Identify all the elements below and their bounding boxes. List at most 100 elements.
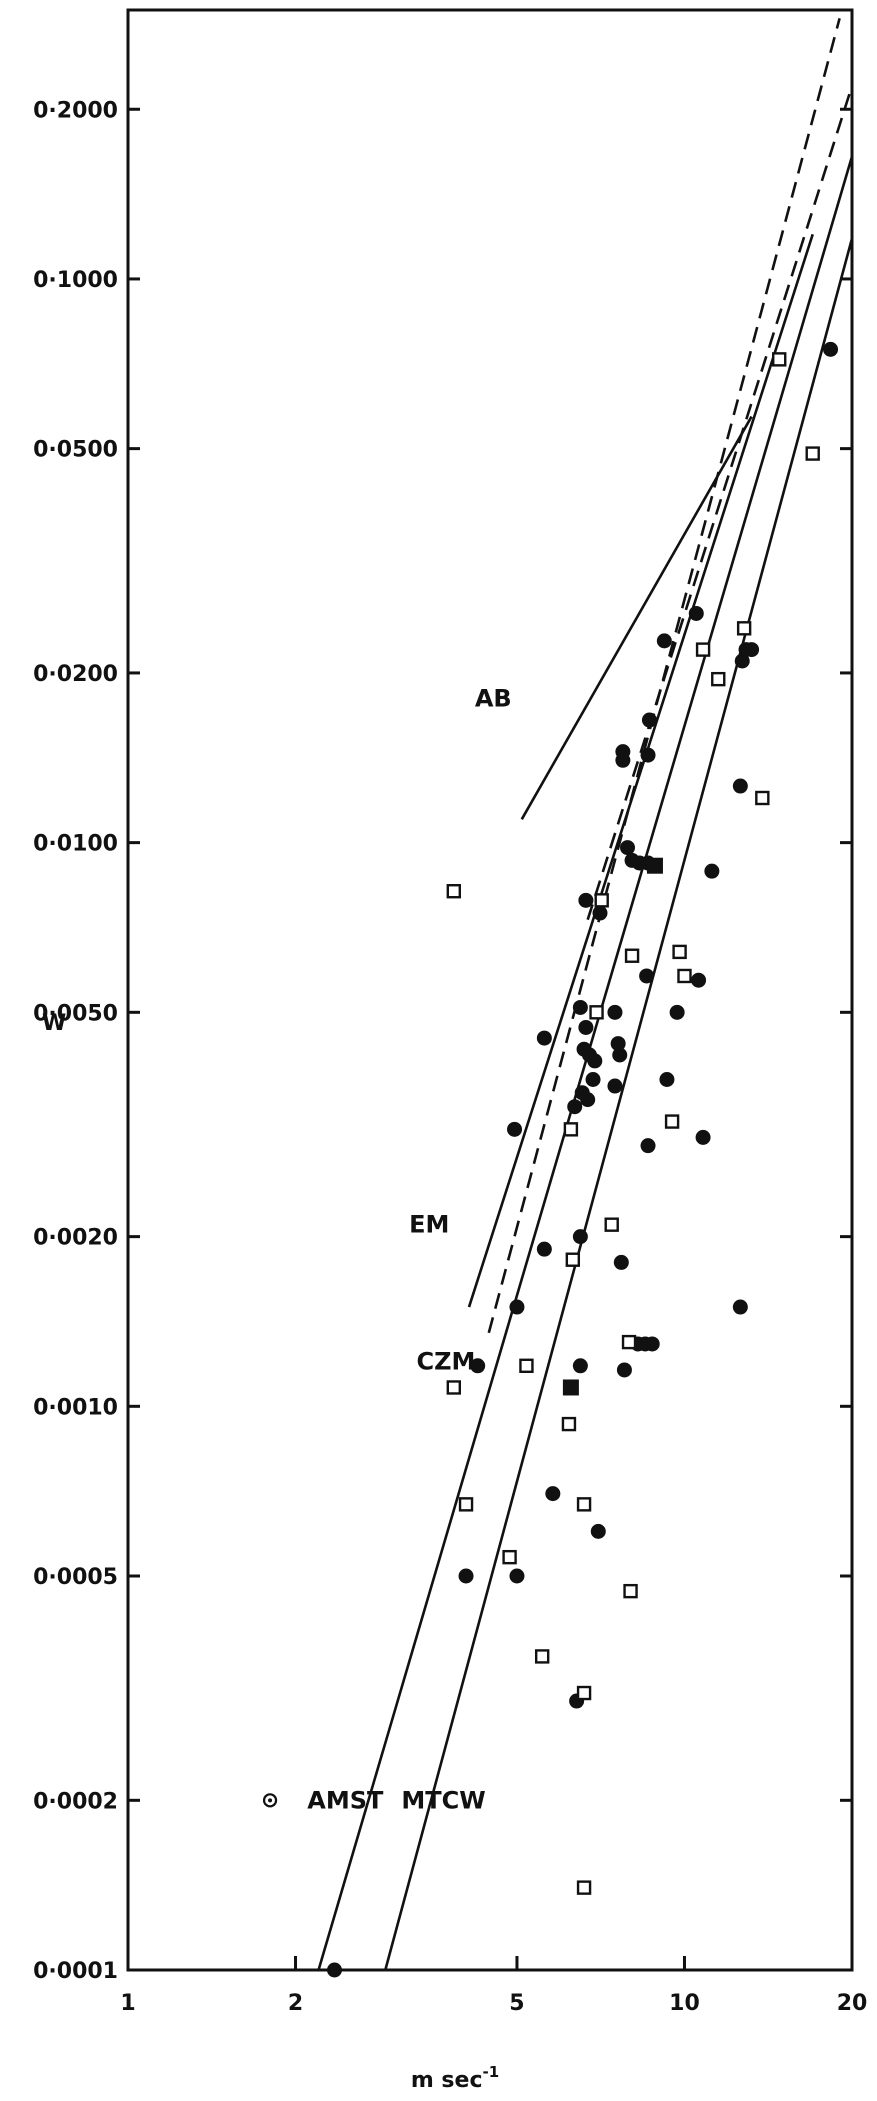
point-filled-circle: [458, 1568, 474, 1584]
regression-lines: [317, 17, 854, 1971]
label-mtcw: MTCW: [401, 1786, 485, 1814]
point-open-square: [458, 1497, 474, 1512]
point-open-square: [711, 671, 726, 687]
plot-frame: [126, 8, 854, 1972]
point-open-square: [446, 1380, 461, 1395]
point-open-square: [565, 1252, 581, 1267]
point-filled-circle: [578, 1019, 594, 1035]
point-open-square: [623, 1583, 638, 1599]
point-open-square: [502, 1549, 517, 1565]
point-filled-circle: [580, 1092, 596, 1108]
point-filled-circle: [656, 633, 672, 649]
point-open-square: [624, 948, 640, 963]
point-filled-circle: [641, 712, 657, 728]
point-open-square: [561, 1416, 577, 1432]
point-open-square: [805, 446, 820, 461]
y-tick-label: 0·0001: [33, 1959, 118, 1984]
x-tick-label: 2: [288, 1991, 303, 2016]
point-filled-circle: [620, 840, 636, 856]
y-tick-label: 0·2000: [33, 98, 118, 123]
label-em: EM: [409, 1211, 449, 1239]
line-labels: AB EM CZM MTCW AMST: [307, 685, 511, 1815]
point-filled-circle: [607, 1078, 623, 1094]
point-filled-circle: [607, 1004, 623, 1020]
data-points: [262, 341, 839, 1978]
point-open-square: [594, 893, 609, 908]
x-axis-title-main: m sec: [411, 2068, 483, 2093]
point-filled-circle: [585, 1072, 601, 1088]
point-filled-circle: [567, 1099, 583, 1115]
line-ab: [520, 415, 753, 820]
y-tick-label: 0·0100: [33, 832, 118, 857]
point-filled-circle: [578, 892, 594, 908]
point-open-square: [563, 1122, 579, 1137]
point-filled-circle: [613, 1254, 629, 1270]
point-open-square: [664, 1114, 680, 1129]
x-axis-title: m sec-1: [411, 2063, 499, 2093]
point-filled-circle: [536, 1030, 552, 1046]
y-tick-label: 0·0500: [33, 438, 118, 463]
point-open-square: [446, 884, 461, 899]
x-tick-label: 5: [509, 1991, 524, 2016]
y-axis-ticks: 0·0001 0·0002 0·0005 0·0010 0·0020 0·0050 0·01…: [33, 98, 852, 1984]
dashed-line: [586, 85, 854, 921]
x-axis-ticks: 1 2 5 10 20: [120, 1956, 867, 2016]
point-open-square: [621, 1334, 637, 1350]
point-filled-circle: [616, 1362, 632, 1378]
point-filled-circle: [509, 1568, 525, 1584]
point-open-square: [604, 1217, 619, 1232]
point-open-square: [736, 621, 752, 636]
point-filled-circle: [470, 1358, 486, 1374]
point-filled-circle: [590, 1523, 606, 1539]
point-filled-circle: [572, 1229, 588, 1245]
y-tick-label: 0·0010: [33, 1395, 118, 1420]
point-filled-circle: [592, 905, 608, 921]
point-open-square: [772, 352, 787, 367]
point-open-square: [519, 1358, 534, 1373]
point-center-dot: [268, 1798, 273, 1803]
line-mtcw: [384, 238, 854, 1971]
point-filled-circle: [326, 1962, 342, 1978]
point-filled-square: [646, 857, 663, 874]
x-tick-label: 20: [837, 1991, 868, 2016]
point-open-square: [672, 944, 687, 960]
y-axis-title: W: [42, 1011, 66, 1036]
annotation-label: AMST: [307, 1786, 384, 1814]
point-filled-circle: [509, 1299, 525, 1315]
x-tick-label: 10: [669, 1991, 700, 2016]
point-filled-circle: [691, 972, 707, 988]
point-open-square: [589, 1005, 604, 1020]
point-open-square: [755, 790, 770, 806]
point-filled-circle: [572, 999, 588, 1015]
point-filled-circle: [732, 778, 748, 794]
point-filled-circle: [587, 1053, 603, 1069]
point-filled-circle: [669, 1004, 685, 1020]
point-filled-circle: [536, 1241, 552, 1257]
point-filled-circle: [704, 863, 720, 879]
point-filled-circle: [639, 968, 655, 984]
point-filled-circle: [732, 1299, 748, 1315]
point-filled-circle: [507, 1121, 523, 1137]
y-tick-label: 0·0005: [33, 1565, 118, 1590]
point-filled-circle: [688, 605, 704, 621]
point-filled-circle: [640, 1138, 656, 1154]
point-filled-circle: [612, 1047, 628, 1063]
point-filled-circle: [615, 744, 631, 760]
line-czm: [317, 155, 854, 1971]
point-filled-circle: [734, 653, 750, 669]
y-tick-label: 0·0050: [33, 1001, 118, 1026]
point-filled-circle: [572, 1358, 588, 1374]
x-axis-title-superscript: -1: [482, 2063, 499, 2081]
point-filled-circle: [744, 642, 760, 658]
x-tick-label: 1: [120, 1991, 135, 2016]
point-filled-circle: [545, 1486, 561, 1502]
point-open-square: [576, 1685, 592, 1701]
point-open-circle-dot: [262, 1793, 278, 1808]
point-open-square: [695, 642, 711, 657]
label-czm: CZM: [417, 1348, 476, 1376]
plot-border: [126, 8, 854, 1972]
point-filled-circle: [823, 341, 839, 357]
y-tick-label: 0·0020: [33, 1226, 118, 1251]
line-em: [467, 233, 814, 1308]
point-open-square: [576, 1880, 592, 1895]
